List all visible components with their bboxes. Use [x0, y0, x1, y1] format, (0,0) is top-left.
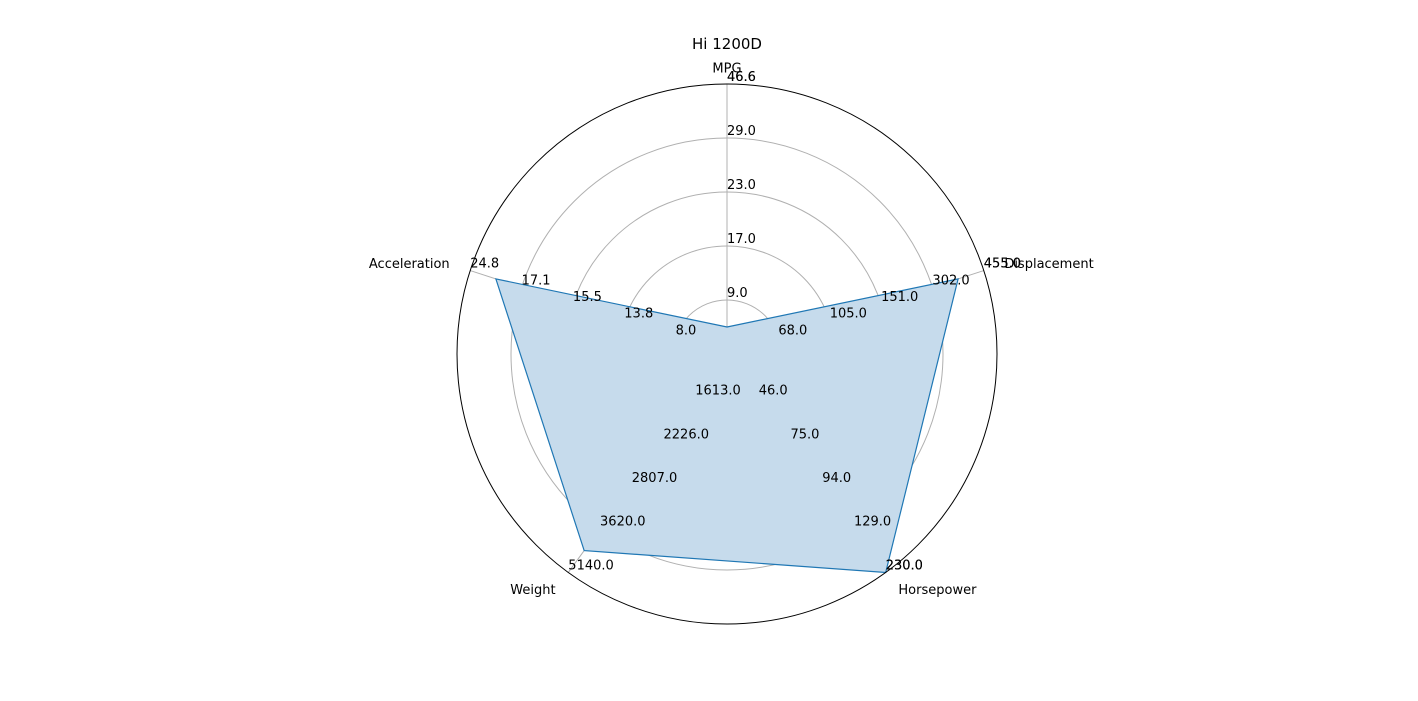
polar-frame — [456, 83, 998, 625]
tick-label-weight-2: 2226.0 — [664, 427, 710, 442]
axis-label-mpg: MPG — [712, 61, 741, 76]
tick-label-mpg-4: 29.0 — [727, 124, 756, 139]
tick-label-displacement-5: 455.0 — [984, 257, 1021, 272]
axis-labels: MPG Displacement Horsepower Weight Accelerat… — [369, 61, 1094, 598]
tick-label-displacement-1: 68.0 — [778, 323, 807, 338]
tick-label-displacement-3: 151.0 — [881, 290, 918, 305]
tick-label-mpg-3: 23.0 — [727, 178, 756, 193]
series-outline-1 — [494, 278, 959, 574]
tick-label-weight-1: 1613.0 — [695, 384, 741, 399]
series-layer — [494, 278, 959, 574]
tick-label-weight-3: 2807.0 — [632, 471, 678, 486]
tick-label-horsepower-1: 46.0 — [759, 384, 788, 399]
tick-label-mpg-1: 9.0 — [727, 286, 748, 301]
tick-label-horsepower-6: 230.0 — [886, 558, 923, 573]
tick-label-mpg-6: 46.6 — [727, 70, 756, 85]
tick-label-mpg-2: 17.0 — [727, 232, 756, 247]
axis-label-acceleration: Acceleration — [369, 257, 450, 272]
axis-label-displacement: Displacement — [1004, 257, 1093, 272]
tick-label-weight-4: 3620.0 — [600, 515, 646, 530]
tick-label-displacement-6: 455.0 — [984, 257, 1021, 272]
tick-label-displacement-4: 302.0 — [932, 273, 969, 288]
tick-label-acceleration-4: 17.1 — [522, 273, 551, 288]
tick-label-horsepower-4: 129.0 — [854, 515, 891, 530]
tick-label-acceleration-3: 15.5 — [573, 290, 602, 305]
tick-label-mpg-5: 46.6 — [727, 70, 756, 85]
tick-label-acceleration-5: 24.8 — [470, 257, 499, 272]
tick-label-displacement-2: 105.0 — [830, 307, 867, 322]
axis-label-horsepower: Horsepower — [898, 583, 977, 598]
tick-label-horsepower-3: 94.0 — [822, 471, 851, 486]
tick-label-horsepower-2: 75.0 — [790, 427, 819, 442]
tick-label-acceleration-2: 13.8 — [624, 307, 653, 322]
tick-label-weight-5: 5140.0 — [568, 558, 614, 573]
tick-labels: 9.017.023.029.046.646.668.0105.0151.0302… — [470, 70, 1021, 573]
chart-title: Hi 1200D — [692, 35, 762, 53]
series-area-1 — [495, 278, 959, 573]
tick-label-acceleration-1: 8.0 — [676, 323, 697, 338]
tick-label-horsepower-5: 230.0 — [886, 558, 923, 573]
axis-label-weight: Weight — [510, 583, 555, 598]
